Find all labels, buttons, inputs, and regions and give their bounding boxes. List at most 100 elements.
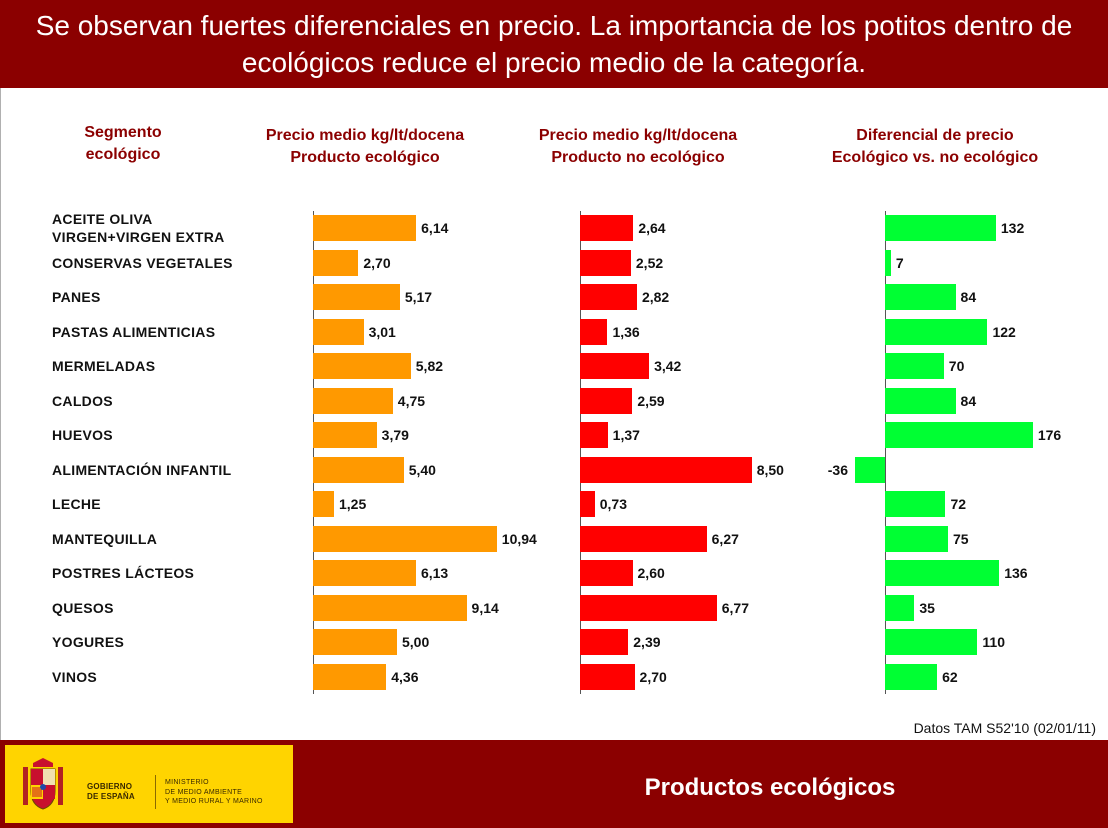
footer-banner: GOBIERNO DE ESPAÑA MINISTERIO DE MEDIO A… [0, 740, 1108, 828]
eco-value-label: 6,14 [421, 220, 449, 236]
diff-bar [885, 491, 946, 517]
diff-value-label: 62 [942, 668, 958, 685]
logo-govt-line2: DE ESPAÑA [87, 792, 135, 801]
diff-value-label: 84 [960, 392, 977, 409]
noneco-value-label: 2,59 [637, 392, 665, 409]
category-label: PASTAS ALIMENTICIAS [52, 323, 215, 341]
diff-value-label: 72 [950, 496, 967, 512]
noneco-value-label: 1,36 [612, 323, 640, 340]
noneco-value-label: 2,64 [638, 220, 666, 236]
category-label: HUEVOS [52, 426, 113, 444]
category-label-line: LECHE [52, 496, 101, 512]
eco-value-label: 6,13 [420, 565, 449, 581]
category-label-line: ALIMENTACIÓN INFANTIL [52, 461, 232, 478]
noneco-value-label: 6,27 [711, 530, 739, 547]
category-label: ACEITE OLIVA VIRGEN+VIRGEN EXTRA [52, 210, 225, 246]
noneco-value-label: 2,60 [637, 565, 665, 581]
diff-value-label: 122 [992, 323, 1016, 340]
category-label: ALIMENTACIÓN INFANTIL [52, 461, 231, 479]
category-label-line: PASTAS ALIMENTICIAS [52, 323, 216, 340]
category-label-line: POSTRES LÁCTEOS [52, 565, 195, 581]
noneco-value-label: 8,50 [756, 461, 784, 478]
eco-value-label: 5,17 [404, 289, 433, 305]
category-label-line: QUESOS [52, 599, 114, 616]
logo-ministry-text: MINISTERIO DE MEDIO AMBIENTE Y MEDIO RUR… [165, 778, 263, 807]
diff-value-label: 132 [1000, 220, 1025, 236]
noneco-value-label: 1,37 [612, 427, 640, 443]
eco-value-label: 3,79 [381, 427, 409, 443]
logo-govt-line1: GOBIERNO [87, 782, 133, 791]
noneco-value-label: 3,42 [654, 358, 682, 374]
noneco-bar [580, 387, 633, 414]
diff-value-label: 176 [1037, 427, 1062, 443]
category-label: POSTRES LÁCTEOS [52, 564, 194, 582]
noneco-bar [580, 560, 633, 586]
diff-bar [885, 215, 996, 241]
noneco-bar [580, 284, 637, 310]
category-label-line: PANES [52, 289, 101, 305]
segment-header-line1: Segmento [84, 124, 162, 141]
diff-value-label: 70 [948, 358, 965, 374]
eco-axis-line [313, 211, 314, 694]
noneco-bar [580, 629, 629, 655]
diff-bar [885, 284, 956, 310]
eco-bar [313, 318, 364, 345]
noneco-axis-line [580, 211, 581, 694]
diff-value-label: 110 [982, 634, 1005, 650]
category-label-line: MANTEQUILLA [52, 530, 158, 547]
page-title: Se observan fuertes diferenciales en pre… [35, 10, 1073, 78]
diff-header-line2: Ecológico vs. no ecológico [831, 149, 1039, 166]
diff-value-label: 84 [960, 289, 977, 305]
noneco-header-line2: Producto no ecológico [551, 149, 725, 166]
category-label: CALDOS [52, 392, 113, 410]
diff-value-label: 35 [919, 599, 935, 616]
noneco-value-label: 2,70 [639, 668, 667, 685]
source-note: Datos TAM S52'10 (02/01/11) [913, 720, 1096, 736]
eco-bar [313, 491, 334, 517]
diff-value-label: 136 [1004, 565, 1028, 581]
eco-value-label: 5,40 [408, 461, 436, 478]
category-label-line: VIRGEN+VIRGEN EXTRA [52, 229, 225, 245]
category-label-line: HUEVOS [52, 427, 113, 443]
diff-bar [885, 629, 978, 655]
noneco-bar [580, 525, 707, 552]
category-label-line: YOGURES [52, 634, 125, 650]
diff-header-line1: Diferencial de precio [856, 127, 1014, 144]
category-label: QUESOS [52, 599, 114, 617]
category-label: PANES [52, 288, 101, 306]
coat-of-arms-icon [23, 758, 63, 810]
noneco-bar [580, 249, 631, 276]
noneco-value-label: 2,39 [633, 634, 661, 650]
noneco-value-label: 2,52 [635, 254, 664, 271]
diff-bar [885, 249, 891, 276]
segment-header-line2: ecológico [85, 146, 161, 163]
government-logo: GOBIERNO DE ESPAÑA MINISTERIO DE MEDIO A… [5, 745, 293, 823]
header-banner: Se observan fuertes diferenciales en pre… [0, 0, 1108, 88]
noneco-bar [580, 663, 635, 690]
noneco-header-line1: Precio medio kg/lt/docena [538, 127, 738, 144]
left-border [0, 88, 1, 740]
diff-value-label: -36 [827, 461, 848, 478]
eco-header-line2: Producto ecológico [290, 149, 440, 166]
noneco-price-column-header: Precio medio kg/lt/docena Producto no ec… [503, 125, 773, 169]
eco-value-label: 5,00 [402, 634, 430, 650]
diff-bar [885, 422, 1033, 448]
eco-bar [313, 353, 411, 379]
diff-bar [885, 353, 944, 379]
eco-value-label: 5,82 [415, 358, 444, 374]
diff-axis-line [885, 211, 886, 694]
eco-price-column-header: Precio medio kg/lt/docena Producto ecoló… [230, 125, 500, 169]
noneco-bar [580, 318, 608, 345]
eco-bar [313, 629, 397, 655]
eco-header-line1: Precio medio kg/lt/docena [265, 127, 465, 144]
eco-value-label: 1,25 [339, 496, 367, 512]
noneco-bar [580, 353, 650, 379]
category-label: VINOS [52, 668, 97, 686]
category-label: LECHE [52, 495, 101, 513]
eco-bar [313, 456, 404, 483]
category-label-line: VINOS [52, 668, 98, 685]
noneco-bar [580, 491, 595, 517]
eco-value-label: 4,36 [391, 668, 419, 685]
category-label-line: CALDOS [52, 392, 113, 409]
category-label-line: MERMELADAS [52, 358, 156, 374]
